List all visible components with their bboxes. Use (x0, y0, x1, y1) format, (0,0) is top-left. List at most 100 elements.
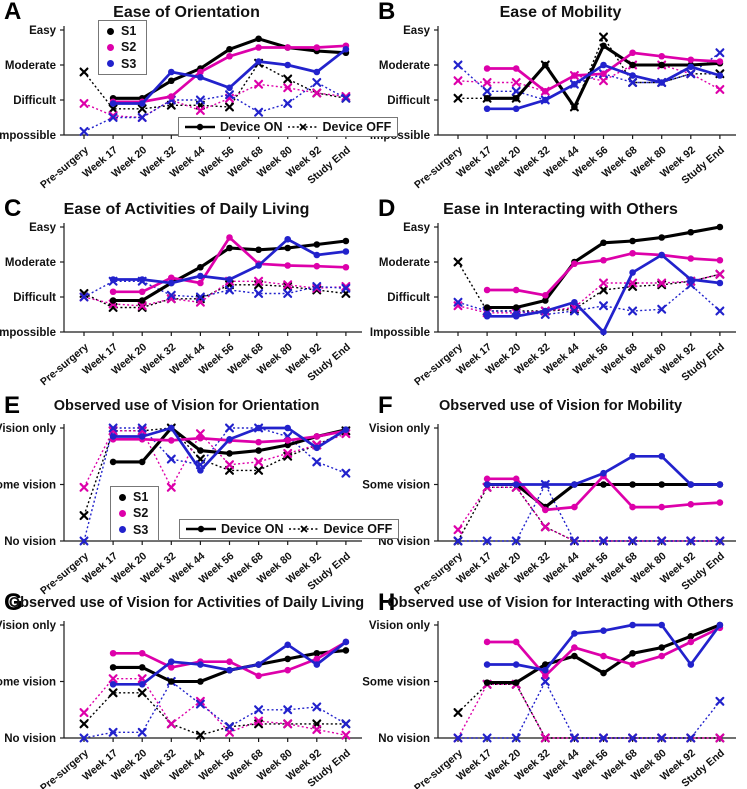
panel-vision-orientation: E Observed use of Vision for Orientation… (0, 392, 400, 597)
device-on-line-icon (185, 122, 215, 132)
series-s3-on (483, 61, 724, 113)
y-tick-label: Difficult (13, 95, 56, 107)
series-s2-off (453, 679, 725, 743)
y-tick-label: Vision only (369, 620, 431, 632)
s1-marker-icon (107, 27, 114, 35)
series-s3-on (483, 452, 724, 488)
series-s1-on (483, 223, 724, 311)
panel-title: Ease of Orientation (113, 4, 260, 21)
series-s3-off (453, 480, 725, 546)
panel-ease-of-adl: C Ease of Activities of Daily Living Eas… (0, 197, 373, 394)
series-s2-on (109, 234, 350, 296)
series-s1-off (453, 679, 725, 743)
s3-marker-icon (107, 60, 114, 68)
panel-vision-mobility: F Observed use of Vision for Mobility Vi… (362, 392, 747, 597)
panel-title: Ease of Activities of Daily Living (63, 201, 310, 218)
panel-vision-adl: G Observed use of Vision for Activities … (0, 589, 373, 789)
legend-item-s1: S1 (119, 490, 148, 504)
y-tick-label: Easy (403, 222, 430, 234)
panel-ease-of-orientation: A Ease of Orientation Easy Moderate Diffic… (0, 0, 399, 197)
y-tick-label: Moderate (379, 60, 430, 72)
series-s1-off (79, 280, 351, 312)
series-s3-on (483, 621, 724, 674)
axes: EasyModerateDifficultImpossiblePre-surge… (370, 25, 736, 191)
subject-legend: S1 S2 S3 (98, 20, 148, 76)
legend-item-s1: S1 (107, 24, 136, 38)
legend-label-s2: S2 (133, 506, 149, 521)
y-tick-label: Impossible (370, 327, 430, 339)
chart-svg-B: EasyModerateDifficultImpossiblePre-surge… (370, 25, 736, 191)
series-s3-off (453, 280, 725, 319)
panel-letter: F (378, 392, 393, 419)
series-s3-on (483, 251, 724, 336)
series-s1-on (109, 647, 350, 685)
panel-letter: G (4, 589, 23, 616)
chart-svg-G: Vision only Some vision No vision Pre-surge… (0, 620, 362, 789)
y-tick-label: Difficult (387, 95, 430, 107)
device-on-line-icon (186, 524, 216, 534)
panel-letter: E (4, 392, 21, 419)
legend-label-s1: S1 (121, 24, 137, 38)
y-tick-label: Difficult (13, 292, 56, 304)
device-legend: Device ON Device OFF (179, 519, 400, 540)
legend-item-s3: S3 (119, 523, 148, 537)
series-s2-off (79, 276, 351, 311)
series-s3-on (109, 235, 350, 287)
panel-title: Ease in Interacting with Others (443, 201, 678, 218)
panel-ease-interacting-others: D Ease in Interacting with Others Easy Mo… (370, 195, 747, 394)
panel-vision-interacting-others: H Observed use of Vision for Interacting… (362, 591, 747, 789)
y-tick-label: Vision only (0, 423, 57, 435)
series-s2-off (453, 269, 725, 318)
device-legend: Device ON Device OFF (178, 117, 399, 138)
axes: Vision only Some vision No vision Pre-surge… (362, 620, 736, 789)
panel-title: Observed use of Vision for Orientation (53, 398, 320, 414)
legend-item-s3: S3 (107, 57, 136, 71)
y-tick-label: Easy (29, 222, 56, 234)
panel-title: Observed use of Vision for Interacting w… (387, 595, 734, 611)
legend-item-s2: S2 (107, 40, 136, 54)
axes: EasyModerateDifficultImpossiblePre-surge… (370, 222, 736, 388)
series-s2-on (483, 624, 724, 680)
series-s2-on (109, 638, 350, 680)
series-s3-off (79, 677, 351, 743)
line-chart: Vision only Some vision No vision Pre-surge… (362, 591, 747, 789)
panel-ease-of-mobility: B Ease of Mobility Easy Moderate Difficult… (370, 0, 747, 197)
y-tick-label: Vision only (369, 423, 431, 435)
chart-svg-D: EasyModerateDifficultImpossiblePre-surge… (370, 222, 736, 388)
y-tick-label: Moderate (379, 257, 430, 269)
panel-title: Observed use of Vision for Activities of… (8, 595, 365, 611)
s3-marker-icon (119, 526, 126, 534)
panel-letter: C (4, 195, 22, 222)
legend-label-s3: S3 (133, 522, 149, 537)
line-chart: Easy Moderate Difficult Impossible Pre-surge… (370, 197, 747, 394)
panel-title: Observed use of Vision for Mobility (438, 398, 683, 414)
panel-title: Ease of Mobility (499, 4, 622, 21)
series-s3-on (109, 424, 350, 474)
device-on-label: Device ON (221, 522, 284, 536)
y-tick-label: Moderate (5, 60, 56, 72)
series-s3-off (79, 276, 351, 302)
series-s3-on (109, 45, 350, 107)
panel-letter: B (378, 0, 396, 25)
y-tick-label: Some vision (0, 480, 56, 492)
y-tick-label: No vision (4, 536, 56, 548)
chart-svg-H: Vision only Some vision No vision Pre-surge… (362, 620, 736, 789)
y-tick-label: Impossible (0, 327, 56, 339)
y-tick-label: No vision (378, 733, 430, 745)
device-on-label: Device ON (220, 120, 283, 134)
legend-item-s2: S2 (119, 506, 148, 520)
device-off-label: Device OFF (322, 120, 392, 134)
series-s1-off (79, 688, 351, 740)
legend-label-s2: S2 (121, 40, 137, 55)
y-tick-label: Some vision (362, 677, 430, 689)
panel-letter: D (378, 195, 396, 222)
series-s2-on (483, 49, 724, 95)
series-s3-off (453, 677, 725, 743)
x-tick-label: Pre-surgery (412, 747, 465, 789)
